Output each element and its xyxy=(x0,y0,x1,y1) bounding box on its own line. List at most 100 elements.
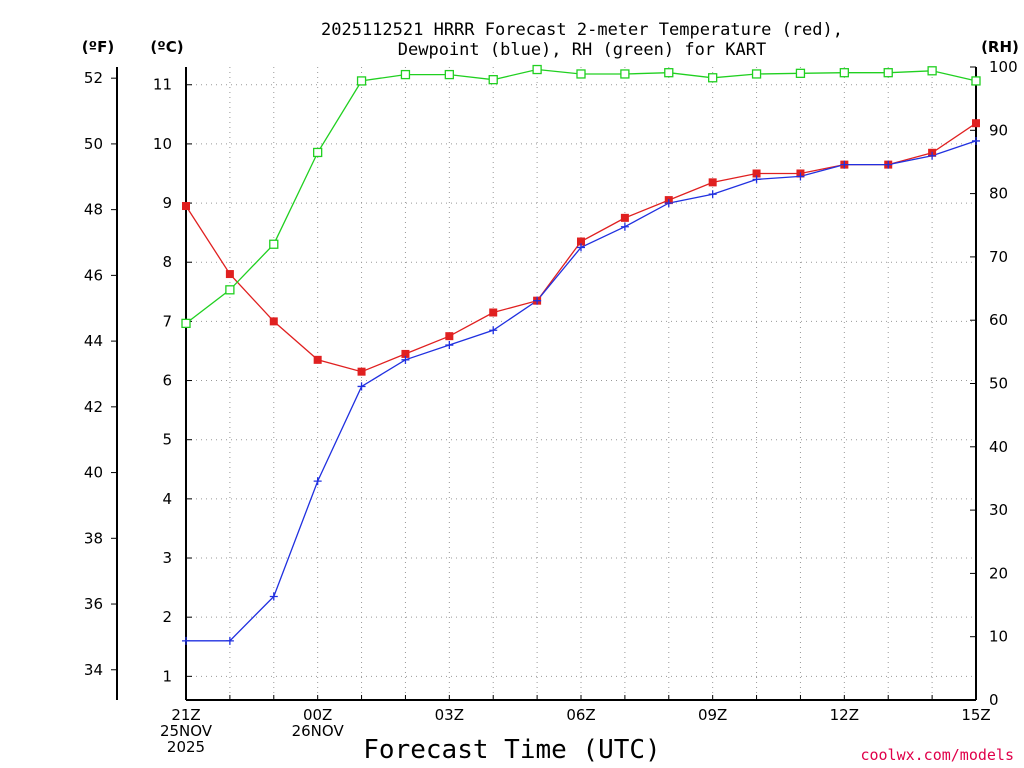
x-tick-label: 06Z xyxy=(566,706,595,724)
rh-point xyxy=(400,69,411,80)
x-tick-label-line: 03Z xyxy=(435,706,464,724)
rh-point xyxy=(839,68,849,78)
x-axis-title: Forecast Time (UTC) xyxy=(363,735,660,765)
credit-text: coolwx.com/models xyxy=(860,746,1014,764)
temperature-point xyxy=(972,119,980,128)
x-tick-label-line: 12Z xyxy=(830,706,859,724)
rh-point xyxy=(576,69,586,79)
dewpoint-point xyxy=(840,160,849,169)
celsius-tick-label: 10 xyxy=(153,135,172,153)
temperature-point xyxy=(708,178,717,187)
celsius-tick-label: 7 xyxy=(162,312,172,330)
celsius-tick-label: 8 xyxy=(162,253,172,271)
tick-labels: 1234567891011343638404244464850520102030… xyxy=(84,58,1018,756)
dewpoint-point xyxy=(489,326,498,335)
x-tick-label-line: 06Z xyxy=(566,706,595,724)
rh-point xyxy=(620,69,630,79)
dewpoint-point xyxy=(401,355,410,364)
rh-point xyxy=(532,64,542,75)
rh-point xyxy=(356,76,367,86)
rh-point xyxy=(927,66,937,76)
rh-tick-label: 0 xyxy=(989,691,999,709)
dewpoint-point xyxy=(577,243,585,252)
fahrenheit-tick-label: 36 xyxy=(84,595,103,613)
celsius-tick-label: 6 xyxy=(162,372,172,390)
temperature-point xyxy=(401,349,410,358)
rh-tick-label: 30 xyxy=(989,501,1008,519)
x-tick-label: 15Z xyxy=(961,706,990,724)
rh-point xyxy=(269,239,279,249)
rh-tick-label: 60 xyxy=(989,311,1008,329)
fahrenheit-tick-label: 40 xyxy=(84,464,103,482)
rh-tick-label: 10 xyxy=(989,628,1008,646)
dewpoint-point xyxy=(182,636,190,645)
rh-tick-label: 70 xyxy=(989,248,1008,266)
temperature-point xyxy=(313,355,322,364)
dewpoint-point xyxy=(620,222,629,231)
dewpoint-point xyxy=(664,199,673,208)
dewpoint-point xyxy=(708,190,717,199)
temperature-point xyxy=(577,237,585,246)
celsius-tick-label: 4 xyxy=(162,490,172,508)
fahrenheit-tick-label: 38 xyxy=(84,529,103,547)
grid-lines xyxy=(186,67,976,700)
rh-point xyxy=(751,69,762,79)
rh-point xyxy=(181,318,191,329)
x-tick-label-line: 21Z xyxy=(171,706,200,724)
temperature-point xyxy=(225,270,234,279)
temperature-point xyxy=(357,367,366,376)
series-lines xyxy=(185,68,977,642)
fahrenheit-tick-label: 44 xyxy=(84,332,103,350)
rh-tick-label: 20 xyxy=(989,564,1008,582)
rh-point xyxy=(708,73,718,83)
celsius-tick-label: 3 xyxy=(162,549,172,567)
rh-point xyxy=(795,68,806,78)
rh-point xyxy=(444,69,454,80)
x-tick-label-line: 2025 xyxy=(167,738,205,756)
celsius-tick-label: 1 xyxy=(162,667,172,685)
dewpoint-point xyxy=(752,175,761,184)
temperature-point xyxy=(620,213,629,222)
rh-tick-label: 100 xyxy=(989,58,1018,76)
x-tick-label-line: 09Z xyxy=(698,706,727,724)
x-tick-label: 00Z 26NOV xyxy=(292,706,345,740)
celsius-unit-label: (ºC) xyxy=(150,38,183,56)
dewpoint-point xyxy=(928,151,937,160)
temperature-point xyxy=(445,332,454,341)
temperature-point xyxy=(182,202,190,211)
rh-point xyxy=(971,76,981,86)
dewpoint-point xyxy=(972,136,980,145)
celsius-tick-label: 2 xyxy=(162,608,172,626)
x-tick-label: 09Z xyxy=(698,706,727,724)
dewpoint-point xyxy=(445,341,454,350)
dewpoint-point xyxy=(884,160,893,169)
x-tick-label-line: 15Z xyxy=(961,706,990,724)
series-markers xyxy=(181,64,981,645)
rh-point xyxy=(488,75,498,85)
x-tick-label: 12Z xyxy=(830,706,859,724)
rh-point xyxy=(664,68,674,78)
dewpoint-line xyxy=(186,140,977,642)
rh-tick-label: 40 xyxy=(989,438,1008,456)
x-tick-label-line: 26NOV xyxy=(292,722,345,740)
axes xyxy=(111,66,977,701)
dewpoint-point xyxy=(796,172,805,181)
rh-tick-label: 90 xyxy=(989,121,1008,139)
rh-point xyxy=(225,285,235,295)
dewpoint-point xyxy=(225,636,234,645)
rh-unit-label: (RH) xyxy=(981,38,1019,56)
temperature-point xyxy=(269,317,278,326)
celsius-tick-label: 11 xyxy=(153,76,172,94)
rh-tick-label: 50 xyxy=(989,375,1008,393)
temperature-point xyxy=(489,308,498,317)
dewpoint-point xyxy=(269,592,278,601)
x-tick-label-line: 25NOV xyxy=(160,722,213,740)
fahrenheit-tick-label: 34 xyxy=(84,661,103,679)
celsius-tick-label: 9 xyxy=(162,194,172,212)
fahrenheit-tick-label: 42 xyxy=(84,398,103,416)
fahrenheit-tick-label: 50 xyxy=(84,135,103,153)
fahrenheit-unit-label: (ºF) xyxy=(82,38,114,56)
x-tick-label: 03Z xyxy=(435,706,464,724)
x-tick-label-line: 00Z xyxy=(303,706,332,724)
